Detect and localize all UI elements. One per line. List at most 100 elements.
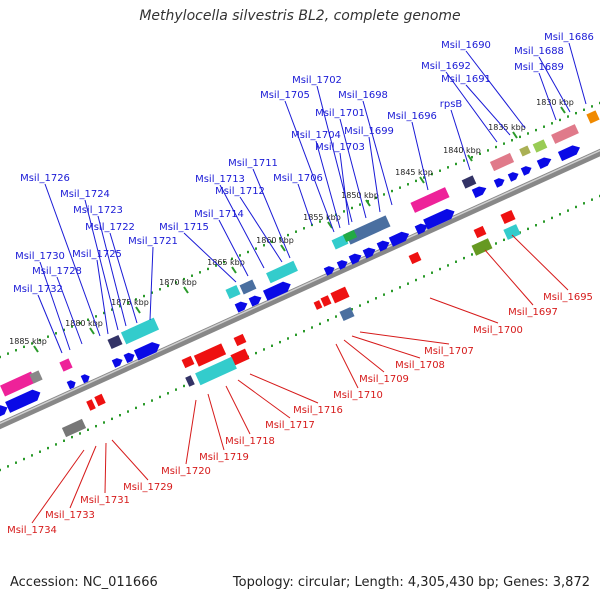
tick-mark bbox=[519, 135, 521, 139]
leader-line bbox=[185, 399, 197, 465]
genome-backbone bbox=[0, 148, 600, 430]
kbp-label: 1840 kbp bbox=[443, 146, 481, 155]
tick-mark bbox=[527, 132, 529, 135]
tick-mark bbox=[207, 267, 209, 271]
gene-feature bbox=[519, 145, 531, 157]
leader-line bbox=[37, 294, 63, 354]
tick-mark bbox=[279, 237, 281, 240]
tick-mark bbox=[271, 240, 273, 244]
tick-mark bbox=[559, 213, 561, 216]
tick-mark bbox=[55, 332, 57, 335]
tick-mark bbox=[415, 278, 417, 282]
tick-mark bbox=[495, 145, 497, 149]
tick-mark bbox=[431, 172, 433, 176]
kbp-tick bbox=[327, 221, 333, 229]
tick-mark bbox=[255, 351, 257, 355]
tick-mark bbox=[231, 257, 233, 260]
gene-feature bbox=[489, 152, 515, 172]
tick-mark bbox=[31, 342, 33, 345]
gene-label: Msil_1709 bbox=[359, 374, 409, 385]
tick-mark bbox=[87, 428, 89, 432]
gene-label: Msil_1714 bbox=[194, 209, 244, 220]
tick-mark bbox=[23, 345, 25, 349]
tick-mark bbox=[167, 284, 169, 288]
gene-label: Msil_1729 bbox=[123, 482, 173, 493]
gene-label: Msil_1705 bbox=[260, 90, 310, 101]
gene-feature bbox=[339, 306, 355, 322]
leader-line bbox=[368, 136, 381, 213]
leader-line bbox=[359, 331, 450, 345]
leader-line bbox=[411, 121, 429, 191]
tick-mark bbox=[327, 319, 329, 322]
kbp-tick bbox=[89, 327, 95, 335]
gene-feature bbox=[503, 224, 521, 240]
tick-mark bbox=[351, 206, 353, 210]
genome-backbone-highlight bbox=[0, 149, 600, 425]
kbp-label: 1865 kbp bbox=[207, 258, 245, 267]
gene-label: Msil_1700 bbox=[473, 325, 523, 336]
gene-label: Msil_1732 bbox=[13, 284, 63, 295]
gene-feature bbox=[61, 418, 87, 438]
gene-arrow bbox=[123, 352, 135, 364]
tick-mark bbox=[399, 186, 401, 189]
tick-mark bbox=[39, 338, 41, 342]
gene-label: Msil_1707 bbox=[424, 346, 474, 357]
tick-mark bbox=[463, 159, 465, 162]
gene-label: Msil_1733 bbox=[45, 510, 95, 521]
kbp-tick bbox=[365, 199, 371, 207]
tick-mark bbox=[543, 125, 545, 128]
tick-mark bbox=[71, 325, 73, 328]
gene-label: Msil_1698 bbox=[338, 90, 388, 101]
tick-mark bbox=[423, 275, 425, 278]
kbp-label: 1835 kbp bbox=[488, 123, 526, 132]
kbp-tick bbox=[467, 154, 473, 162]
tick-mark bbox=[519, 231, 521, 234]
tick-mark bbox=[119, 414, 121, 417]
gene-feature bbox=[225, 284, 241, 300]
tick-mark bbox=[103, 421, 105, 424]
tick-mark bbox=[135, 298, 137, 301]
tick-mark bbox=[47, 446, 49, 450]
tick-mark bbox=[183, 277, 185, 281]
tick-mark bbox=[239, 254, 241, 257]
leader-line bbox=[237, 379, 291, 419]
gene-feature bbox=[185, 375, 195, 387]
tick-mark bbox=[535, 224, 537, 227]
gene-feature bbox=[120, 317, 160, 345]
gene-arrow bbox=[493, 178, 505, 188]
gene-label: Msil_1688 bbox=[514, 46, 564, 57]
gene-arrow bbox=[336, 260, 348, 270]
tick-mark bbox=[471, 253, 473, 256]
tick-mark bbox=[7, 465, 9, 468]
tick-mark bbox=[415, 179, 417, 183]
tick-mark bbox=[167, 392, 169, 395]
kbp-tick bbox=[419, 176, 425, 184]
gene-feature bbox=[330, 286, 350, 304]
kbp-tick bbox=[231, 266, 237, 274]
leader-line bbox=[183, 232, 237, 283]
leader-line bbox=[69, 445, 97, 509]
leader-line bbox=[84, 199, 119, 331]
gene-arrow bbox=[80, 374, 90, 384]
tick-mark bbox=[503, 238, 505, 242]
tick-mark bbox=[39, 450, 41, 453]
label-leaders bbox=[31, 42, 587, 524]
gene-label: Msil_1686 bbox=[544, 32, 594, 43]
gene-feature bbox=[408, 251, 422, 265]
leader-line bbox=[252, 168, 291, 259]
tick-mark bbox=[495, 242, 497, 245]
leader-line bbox=[284, 100, 335, 233]
gene-arrow bbox=[234, 301, 248, 313]
gene-feature bbox=[532, 139, 548, 153]
gene-arrow bbox=[133, 342, 160, 361]
tick-mark bbox=[511, 139, 513, 142]
tick-mark bbox=[559, 118, 561, 122]
gene-label: Msil_1704 bbox=[291, 130, 341, 141]
tick-mark bbox=[383, 193, 385, 196]
kbp-label: 1885 kbp bbox=[9, 337, 47, 346]
gene-label: Msil_1720 bbox=[161, 466, 211, 477]
leader-line bbox=[239, 196, 283, 263]
tick-mark bbox=[199, 271, 201, 274]
tick-mark bbox=[535, 128, 537, 132]
tick-mark bbox=[551, 122, 553, 125]
